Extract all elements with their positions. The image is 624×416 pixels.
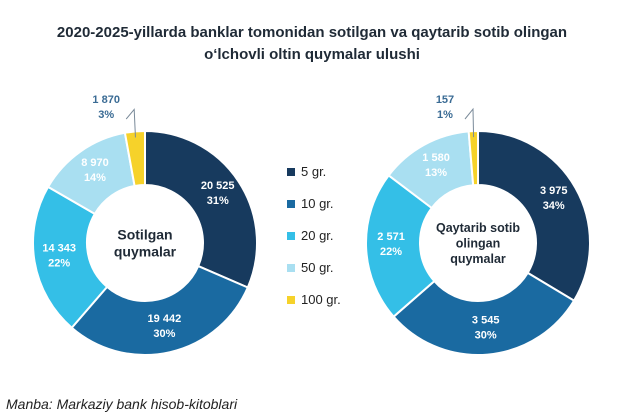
donut-2-percent-label-1: 34% [543,200,565,212]
legend-label-4: 50 gr. [301,260,334,275]
donut-2-value-label-5: 157 [436,94,454,106]
donut-2-slice-2 [392,271,576,356]
donut-1-center-label-line-2: quymalar [114,243,177,259]
donut-2-slice-1 [477,129,591,303]
donut-1-slice-1 [144,129,258,289]
donut-2-center-label-line-2: olingan [456,236,500,250]
donut-2-center-label-line-1: Qaytarib sotib [436,221,520,235]
legend-swatch-2 [287,200,295,208]
legend-label-5: 100 gr. [301,292,341,307]
chart-title: 2020-2025-yillarda banklar tomonidan sot… [0,22,624,66]
donut-2-value-label-1: 3 975 [540,185,568,197]
donut-1-center-label-line-1: Sotilgan [117,226,172,242]
legend-label-3: 20 gr. [301,228,334,243]
donut-1-slice-2 [70,264,250,356]
donut-1-value-label-1: 20 525 [201,180,235,192]
donut-1-value-label-3: 14 343 [42,242,76,254]
legend-swatch-3 [287,232,295,240]
donut-1-percent-label-3: 22% [48,257,70,269]
donut-1-value-label-4: 8 970 [81,157,109,169]
donut-2-percent-label-3: 22% [380,246,402,258]
donut-1-percent-label-1: 31% [207,195,229,207]
legend-label-2: 10 gr. [301,196,334,211]
legend-swatch-1 [287,168,295,176]
donut-1-percent-label-2: 30% [153,328,175,340]
donut-2-leader-5 [464,107,475,138]
legend-swatch-4 [287,264,295,272]
donut-2-value-label-4: 1 580 [422,152,450,164]
donut-2-slice-3 [365,173,436,319]
donut-2-value-label-3: 2 571 [377,231,405,243]
donut-1-percent-label-5: 3% [98,109,114,121]
donut-2-percent-label-4: 13% [425,167,447,179]
title-line-1: 2020-2025-yillarda banklar tomonidan sot… [56,24,568,41]
donut-1-slice-3 [32,185,109,330]
donut-2-percent-label-5: 1% [437,109,453,121]
donut-1-value-label-2: 19 442 [148,313,182,325]
donut-2-percent-label-2: 30% [475,330,497,342]
title-line-2: o‘lchovli oltin quymalar ulushi [204,46,420,63]
donut-1-value-label-5: 1 870 [92,94,120,106]
donut-1-slice-5 [123,129,146,188]
legend-label-1: 5 gr. [301,164,326,179]
donut-1-percent-label-4: 14% [84,172,106,184]
donut-1-leader-5 [125,108,136,138]
source-note: Manba: Markaziy bank hisob-kitoblari [6,396,238,412]
donut-2-center-label-line-3: quymalar [450,252,506,266]
donut-2-value-label-2: 3 545 [472,315,500,327]
legend-swatch-5 [287,296,295,304]
donut-2-slice-5 [467,129,479,187]
